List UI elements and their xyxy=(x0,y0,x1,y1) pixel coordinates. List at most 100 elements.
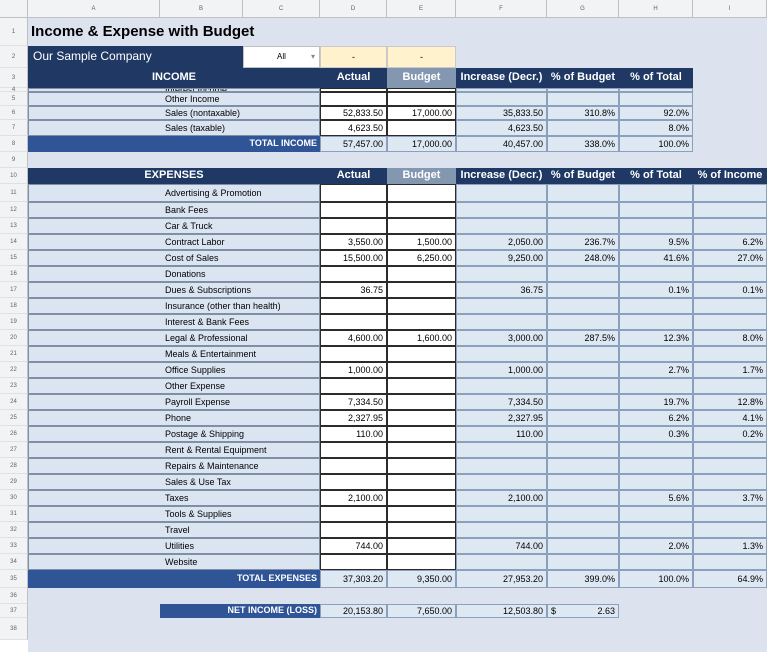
income-actual[interactable]: 4,623.50 xyxy=(320,120,387,136)
row-header-23[interactable]: 23 xyxy=(0,378,28,394)
expense-budget[interactable]: 6,250.00 xyxy=(387,250,456,266)
column-header-g[interactable]: G xyxy=(547,0,619,18)
row-header-16[interactable]: 16 xyxy=(0,266,28,282)
income-budget[interactable] xyxy=(387,120,456,136)
income-actual[interactable] xyxy=(320,88,387,92)
row-header-17[interactable]: 17 xyxy=(0,282,28,298)
expense-actual[interactable] xyxy=(320,298,387,314)
expense-budget[interactable] xyxy=(387,458,456,474)
column-header-f[interactable]: F xyxy=(456,0,547,18)
expense-actual[interactable]: 2,327.95 xyxy=(320,410,387,426)
expense-actual[interactable]: 1,000.00 xyxy=(320,362,387,378)
expense-actual[interactable]: 4,600.00 xyxy=(320,330,387,346)
row-header-27[interactable]: 27 xyxy=(0,442,28,458)
row-header-22[interactable]: 22 xyxy=(0,362,28,378)
expense-budget[interactable] xyxy=(387,538,456,554)
row-header-35[interactable]: 35 xyxy=(0,570,28,588)
expense-actual[interactable]: 3,550.00 xyxy=(320,234,387,250)
row-header-31[interactable]: 31 xyxy=(0,506,28,522)
expense-budget[interactable] xyxy=(387,346,456,362)
expense-budget[interactable] xyxy=(387,410,456,426)
expense-actual[interactable] xyxy=(320,346,387,362)
expense-actual[interactable]: 36.75 xyxy=(320,282,387,298)
expense-budget[interactable]: 1,600.00 xyxy=(387,330,456,346)
row-header-4[interactable]: 4 xyxy=(0,87,28,93)
filter-dropdown[interactable]: All ▾ xyxy=(243,46,320,68)
row-header-29[interactable]: 29 xyxy=(0,474,28,490)
expense-actual[interactable] xyxy=(320,202,387,218)
expense-budget[interactable] xyxy=(387,490,456,506)
expense-actual[interactable] xyxy=(320,314,387,330)
row-header-36[interactable]: 36 xyxy=(0,588,28,604)
row-header-20[interactable]: 20 xyxy=(0,330,28,346)
expense-budget[interactable] xyxy=(387,394,456,410)
row-header-12[interactable]: 12 xyxy=(0,202,28,218)
expense-budget[interactable] xyxy=(387,554,456,570)
expense-budget[interactable] xyxy=(387,378,456,394)
row-header-19[interactable]: 19 xyxy=(0,314,28,330)
expense-actual[interactable] xyxy=(320,442,387,458)
row-header-5[interactable]: 5 xyxy=(0,92,28,106)
expense-actual[interactable] xyxy=(320,474,387,490)
income-budget[interactable] xyxy=(387,88,456,92)
expense-budget[interactable] xyxy=(387,266,456,282)
expense-actual[interactable] xyxy=(320,554,387,570)
expense-budget[interactable] xyxy=(387,474,456,490)
column-header-b[interactable]: B xyxy=(160,0,243,18)
income-actual[interactable]: 52,833.50 xyxy=(320,106,387,120)
row-header-33[interactable]: 33 xyxy=(0,538,28,554)
expense-actual[interactable]: 15,500.00 xyxy=(320,250,387,266)
expense-actual[interactable] xyxy=(320,378,387,394)
row-header-37[interactable]: 37 xyxy=(0,604,28,618)
row-header-8[interactable]: 8 xyxy=(0,136,28,152)
expense-actual[interactable] xyxy=(320,522,387,538)
row-header-2[interactable]: 2 xyxy=(0,46,28,68)
column-header-h[interactable]: H xyxy=(619,0,693,18)
row-header-15[interactable]: 15 xyxy=(0,250,28,266)
row-header-10[interactable]: 10 xyxy=(0,168,28,184)
expense-budget[interactable]: 1,500.00 xyxy=(387,234,456,250)
sheet-grid[interactable]: Income & Expense with Budget Our Sample C… xyxy=(28,18,767,652)
expense-actual[interactable]: 7,334.50 xyxy=(320,394,387,410)
column-header-e[interactable]: E xyxy=(387,0,456,18)
row-header-32[interactable]: 32 xyxy=(0,522,28,538)
column-header-a[interactable]: A xyxy=(28,0,160,18)
expense-budget[interactable] xyxy=(387,314,456,330)
select-all-corner[interactable] xyxy=(0,0,28,18)
expense-actual[interactable] xyxy=(320,184,387,202)
chevron-down-icon[interactable]: ▾ xyxy=(310,52,315,61)
row-header-24[interactable]: 24 xyxy=(0,394,28,410)
expense-budget[interactable] xyxy=(387,282,456,298)
income-actual[interactable] xyxy=(320,92,387,106)
expense-budget[interactable] xyxy=(387,442,456,458)
expense-budget[interactable] xyxy=(387,362,456,378)
row-header-13[interactable]: 13 xyxy=(0,218,28,234)
expense-budget[interactable] xyxy=(387,218,456,234)
expense-budget[interactable] xyxy=(387,184,456,202)
expense-actual[interactable] xyxy=(320,218,387,234)
expense-budget[interactable] xyxy=(387,522,456,538)
expense-actual[interactable]: 110.00 xyxy=(320,426,387,442)
expense-actual[interactable] xyxy=(320,266,387,282)
row-header-34[interactable]: 34 xyxy=(0,554,28,570)
row-header-3[interactable]: 3 xyxy=(0,68,28,88)
row-header-28[interactable]: 28 xyxy=(0,458,28,474)
row-header-21[interactable]: 21 xyxy=(0,346,28,362)
expense-budget[interactable] xyxy=(387,298,456,314)
row-header-25[interactable]: 25 xyxy=(0,410,28,426)
row-header-26[interactable]: 26 xyxy=(0,426,28,442)
expense-actual[interactable]: 744.00 xyxy=(320,538,387,554)
row-header-7[interactable]: 7 xyxy=(0,120,28,136)
expense-actual[interactable] xyxy=(320,458,387,474)
row-header-6[interactable]: 6 xyxy=(0,106,28,120)
row-header-9[interactable]: 9 xyxy=(0,152,28,168)
income-budget[interactable]: 17,000.00 xyxy=(387,106,456,120)
row-header-11[interactable]: 11 xyxy=(0,184,28,202)
income-budget[interactable] xyxy=(387,92,456,106)
row-header-1[interactable]: 1 xyxy=(0,18,28,46)
column-header-i[interactable]: I xyxy=(693,0,767,18)
expense-budget[interactable] xyxy=(387,202,456,218)
row-header-38[interactable]: 38 xyxy=(0,618,28,640)
column-header-c[interactable]: C xyxy=(243,0,320,18)
row-header-30[interactable]: 30 xyxy=(0,490,28,506)
